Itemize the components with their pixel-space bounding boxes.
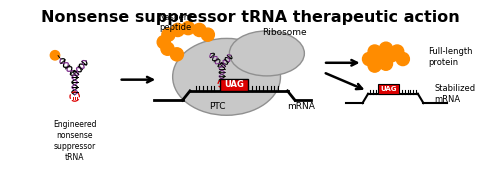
Circle shape xyxy=(396,52,409,66)
Circle shape xyxy=(385,49,398,62)
Text: UAG: UAG xyxy=(380,86,397,92)
Circle shape xyxy=(157,36,170,49)
Text: Nascent
peptide: Nascent peptide xyxy=(158,13,192,32)
Circle shape xyxy=(368,45,382,58)
Circle shape xyxy=(380,57,392,70)
Circle shape xyxy=(368,59,382,72)
Text: Engineered
nonsense
suppressor
tRNA: Engineered nonsense suppressor tRNA xyxy=(53,120,96,162)
Circle shape xyxy=(170,48,183,61)
Text: Ribosome: Ribosome xyxy=(262,28,307,37)
Ellipse shape xyxy=(172,38,281,115)
Circle shape xyxy=(362,52,376,66)
FancyBboxPatch shape xyxy=(378,84,399,94)
Ellipse shape xyxy=(230,31,304,76)
Circle shape xyxy=(162,28,175,41)
Circle shape xyxy=(50,51,59,60)
Text: mRNA: mRNA xyxy=(288,102,316,111)
Text: UAG: UAG xyxy=(224,80,244,89)
Text: Nonsense suppressor tRNA therapeutic action: Nonsense suppressor tRNA therapeutic act… xyxy=(40,10,460,25)
Text: Stabilized
mRNA: Stabilized mRNA xyxy=(434,84,476,104)
Text: Full-length
protein: Full-length protein xyxy=(428,47,472,67)
FancyBboxPatch shape xyxy=(12,2,487,177)
Circle shape xyxy=(380,42,392,55)
Circle shape xyxy=(193,23,206,37)
Circle shape xyxy=(182,21,194,35)
FancyBboxPatch shape xyxy=(220,79,248,91)
Circle shape xyxy=(161,42,174,55)
Circle shape xyxy=(390,45,404,58)
Text: PTC: PTC xyxy=(209,102,226,111)
Circle shape xyxy=(374,51,387,64)
Circle shape xyxy=(171,23,184,37)
Circle shape xyxy=(201,28,214,41)
